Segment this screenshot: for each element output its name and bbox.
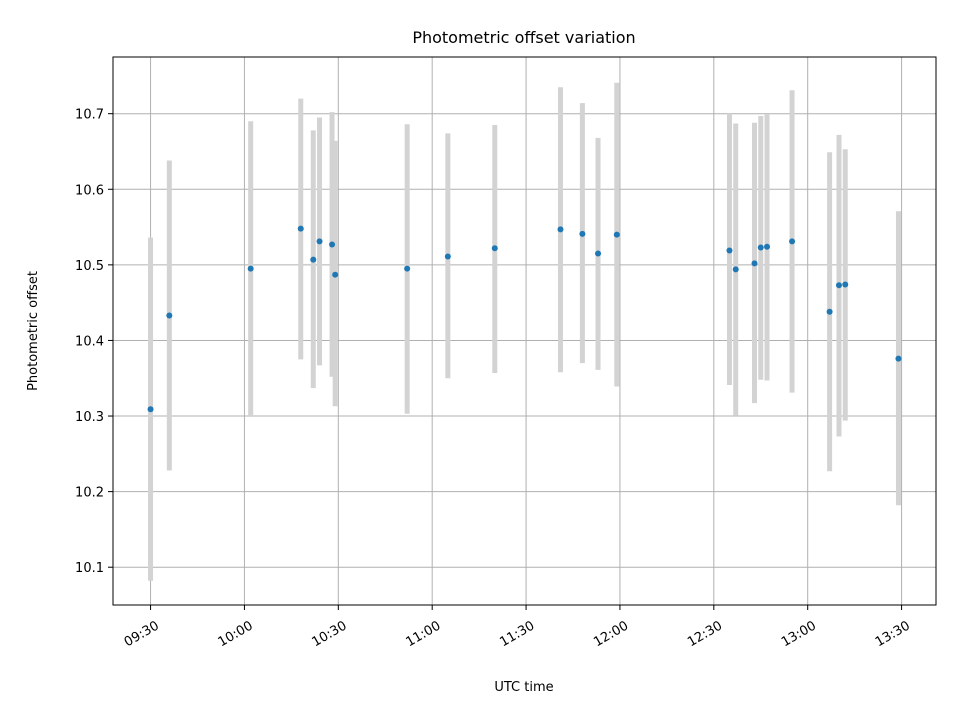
data-point [247, 265, 254, 272]
y-tick-label: 10.4 [75, 334, 104, 349]
data-point [757, 244, 764, 251]
data-point [297, 225, 304, 232]
x-tick-label: 13:30 [873, 618, 913, 650]
y-tick-label: 10.5 [75, 259, 104, 274]
data-point [557, 226, 564, 233]
data-point [895, 355, 902, 362]
data-point [789, 238, 796, 245]
x-tick-label: 11:00 [403, 618, 443, 650]
data-point [166, 312, 173, 319]
data-point [310, 256, 317, 263]
data-point [332, 271, 339, 278]
y-tick-label: 10.1 [75, 561, 104, 576]
x-axis-label: UTC time [494, 680, 553, 695]
y-tick-label: 10.2 [75, 486, 104, 501]
data-point [835, 282, 842, 289]
data-points [147, 225, 902, 413]
data-point [726, 247, 733, 254]
data-point [491, 245, 498, 252]
error-bars [148, 82, 901, 581]
data-point [329, 241, 336, 248]
data-point [595, 250, 602, 257]
data-point [842, 281, 849, 288]
data-point [579, 230, 586, 237]
x-tick-label: 12:30 [685, 618, 725, 650]
x-tick-label: 11:30 [497, 618, 537, 650]
plot-frame [112, 56, 937, 606]
data-point [316, 238, 323, 245]
x-axis-ticks: 09:30 10:00 10:30 11:00 11:30 12:00 12:30 13:00… [122, 605, 913, 650]
grid [113, 57, 936, 605]
x-tick-label: 13:00 [779, 618, 819, 650]
data-point [732, 266, 739, 273]
y-axis-label: Photometric offset [26, 271, 41, 391]
y-tick-label: 10.3 [75, 410, 104, 425]
y-tick-label: 10.6 [75, 183, 104, 198]
data-point [751, 260, 758, 267]
data-point [826, 308, 833, 315]
x-tick-label: 09:30 [122, 618, 162, 650]
data-point [444, 253, 451, 260]
chart-title: Photometric offset variation [412, 28, 635, 47]
data-point [404, 265, 411, 272]
data-point [764, 243, 771, 250]
y-axis-ticks: 10.1 10.2 10.3 10.4 10.5 10.6 10.7 [75, 108, 113, 576]
x-tick-label: 10:30 [310, 618, 350, 650]
data-point [613, 231, 620, 238]
x-tick-label: 10:00 [216, 618, 256, 650]
data-point [147, 406, 154, 413]
y-tick-label: 10.7 [75, 108, 104, 123]
x-tick-label: 12:00 [591, 618, 631, 650]
